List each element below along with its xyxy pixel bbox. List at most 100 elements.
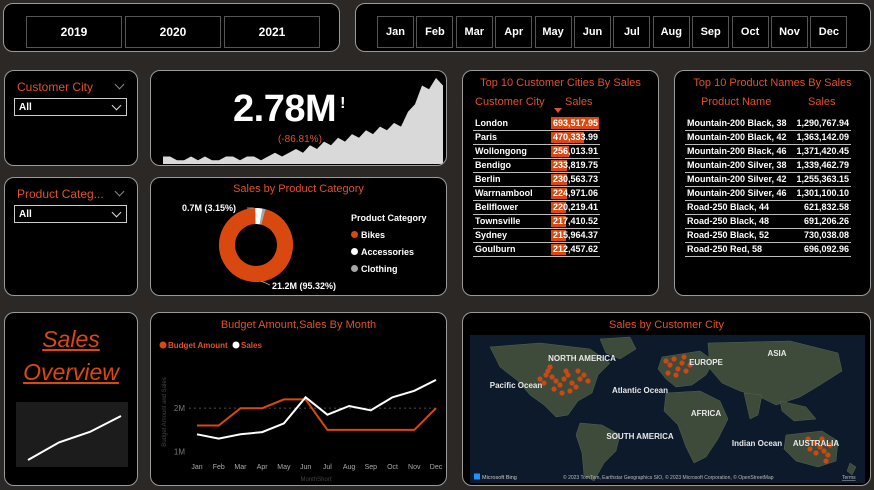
products-col-name[interactable]: Product Name: [701, 96, 772, 108]
donut-title: Sales by Product Category: [233, 183, 364, 195]
city-bubble[interactable]: [541, 380, 547, 386]
city-bubble[interactable]: [807, 446, 813, 452]
city-bubble[interactable]: [823, 458, 829, 464]
legend-item-budget-amount[interactable]: Budget Amount: [159, 341, 229, 350]
table-row[interactable]: Road-250 Red, 58 696,092.96: [685, 242, 851, 257]
month-button-nov[interactable]: Nov: [771, 16, 808, 48]
month-button-may[interactable]: May: [534, 16, 572, 48]
city-bubble[interactable]: [825, 452, 831, 458]
donut-slice-clothing[interactable]: [219, 208, 293, 282]
legend-dot-icon: [351, 265, 358, 272]
month-button-aug[interactable]: Aug: [652, 16, 690, 48]
city-bubble[interactable]: [817, 444, 823, 450]
city-name: Bellflower: [473, 200, 549, 215]
product-category-slicer: Product Categ... All: [4, 177, 138, 296]
city-bubble[interactable]: [675, 366, 681, 372]
city-bubble[interactable]: [567, 388, 573, 394]
legend-item-bikes[interactable]: Bikes: [351, 226, 427, 243]
city-bubble[interactable]: [665, 370, 671, 376]
map-terms-link[interactable]: Terms: [842, 475, 856, 481]
city-bubble[interactable]: [553, 378, 559, 384]
table-row[interactable]: Mountain-200 Black, 42 1,363,142.09: [685, 130, 851, 145]
year-button-2021[interactable]: 2021: [224, 16, 320, 48]
city-bubble[interactable]: [557, 382, 563, 388]
city-bubble[interactable]: [559, 390, 565, 396]
legend-item-accessories[interactable]: Accessories: [351, 243, 427, 260]
table-row[interactable]: Goulburn 212,457.62: [473, 242, 600, 257]
month-button-dec[interactable]: Dec: [810, 16, 848, 48]
month-button-feb[interactable]: Feb: [416, 16, 454, 48]
city-bubble[interactable]: [811, 440, 817, 446]
month-button-sep[interactable]: Sep: [692, 16, 730, 48]
city-bubble[interactable]: [573, 384, 579, 390]
table-row[interactable]: Mountain-200 Silver, 38 1,339,462.79: [685, 158, 851, 173]
month-button-mar[interactable]: Mar: [455, 16, 493, 48]
table-row[interactable]: Bendigo 233,819.75: [473, 158, 600, 173]
city-bubble[interactable]: [551, 386, 557, 392]
month-button-apr[interactable]: Apr: [495, 16, 533, 48]
table-row[interactable]: Mountain-200 Black, 46 1,371,420.45: [685, 144, 851, 159]
city-bubble[interactable]: [667, 362, 673, 368]
city-bubble[interactable]: [547, 364, 553, 370]
table-row[interactable]: Mountain-200 Silver, 42 1,255,363.15: [685, 172, 851, 187]
city-bubble[interactable]: [575, 368, 581, 374]
city-bubble[interactable]: [687, 362, 693, 368]
products-col-sales[interactable]: Sales: [808, 96, 836, 108]
city-bubble[interactable]: [679, 360, 685, 366]
city-bubble[interactable]: [581, 372, 587, 378]
month-button-jul[interactable]: Jul: [613, 16, 651, 48]
city-bubble[interactable]: [805, 436, 811, 442]
table-row[interactable]: Road-250 Black, 48 691,206.26: [685, 214, 851, 229]
cities-col-sales[interactable]: Sales: [565, 96, 593, 108]
city-bubble[interactable]: [561, 376, 567, 382]
chevron-down-icon[interactable]: [114, 79, 125, 90]
city-bubble[interactable]: [681, 354, 687, 360]
table-row[interactable]: Road-250 Black, 44 621,832.58: [685, 200, 851, 215]
month-button-jun[interactable]: Jun: [574, 16, 611, 48]
city-bubble[interactable]: [549, 374, 555, 380]
series-line-budget-amount[interactable]: [197, 398, 437, 431]
city-bubble[interactable]: [565, 372, 571, 378]
table-row[interactable]: Sydney 215,964.37: [473, 228, 600, 243]
x-tick-label: Oct: [387, 464, 398, 471]
city-bubble[interactable]: [683, 368, 689, 374]
city-sales: 470,333.99: [549, 130, 600, 145]
table-row[interactable]: Wollongong 256,013.91: [473, 144, 600, 159]
month-button-jan[interactable]: Jan: [377, 16, 414, 48]
table-row[interactable]: Mountain-200 Silver, 46 1,301,100.10: [685, 186, 851, 201]
world-map[interactable]: NORTH AMERICA EUROPE ASIA Pacific Ocean Atla…: [470, 335, 865, 483]
city-bubble[interactable]: [545, 368, 551, 374]
city-bubble[interactable]: [673, 372, 679, 378]
city-bubble[interactable]: [585, 378, 591, 384]
city-bubble[interactable]: [827, 442, 833, 448]
table-row[interactable]: Warrnambool 224,971.06: [473, 186, 600, 201]
city-bubble[interactable]: [569, 380, 575, 386]
city-bubble[interactable]: [563, 368, 569, 374]
table-row[interactable]: Road-250 Black, 52 730,038.08: [685, 228, 851, 243]
city-bubble[interactable]: [821, 448, 827, 454]
city-bubble[interactable]: [537, 376, 543, 382]
series-line-sales[interactable]: [196, 379, 437, 440]
city-bubble[interactable]: [577, 376, 583, 382]
table-row[interactable]: Townsville 217,410.52: [473, 214, 600, 229]
product-category-dropdown[interactable]: All: [14, 205, 127, 223]
table-row[interactable]: Paris 470,333.99: [473, 130, 600, 145]
legend-item-sales[interactable]: Sales: [232, 341, 263, 350]
city-bubble[interactable]: [543, 372, 549, 378]
year-button-2019[interactable]: 2019: [26, 16, 122, 48]
table-row[interactable]: Bellflower 220,219.41: [473, 200, 600, 215]
city-bubble[interactable]: [671, 356, 677, 362]
city-bubble[interactable]: [663, 358, 669, 364]
city-bubble[interactable]: [813, 450, 819, 456]
table-row[interactable]: Mountain-200 Black, 38 1,290,767.94: [685, 116, 851, 131]
legend-item-clothing[interactable]: Clothing: [351, 260, 427, 277]
month-button-oct[interactable]: Oct: [731, 16, 769, 48]
chevron-down-icon[interactable]: [114, 186, 125, 197]
sort-desc-icon[interactable]: [554, 108, 562, 113]
table-row[interactable]: Berlin 230,563.73: [473, 172, 600, 187]
customer-city-dropdown[interactable]: All: [14, 98, 127, 116]
table-row[interactable]: London 693,517.95: [473, 116, 600, 131]
year-button-2020[interactable]: 2020: [125, 16, 221, 48]
cities-col-city[interactable]: Customer City: [475, 96, 545, 108]
city-bubble[interactable]: [819, 436, 825, 442]
